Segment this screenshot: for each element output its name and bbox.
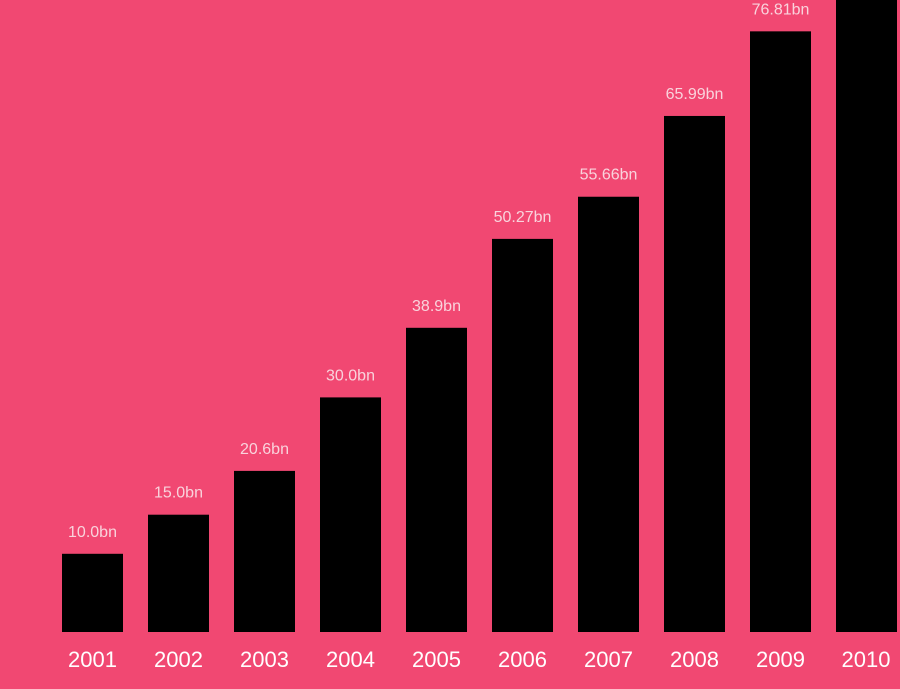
data-label-2004: 30.0bn bbox=[326, 367, 375, 384]
data-label-2009: 76.81bn bbox=[752, 1, 810, 18]
bar-2008 bbox=[664, 115, 725, 633]
data-label-2002: 15.0bn bbox=[154, 485, 203, 502]
x-tick-label-2003: 2003 bbox=[240, 647, 289, 672]
bar-2004 bbox=[320, 397, 381, 632]
data-label-2005: 38.9bn bbox=[412, 298, 461, 315]
data-label-2008: 65.99bn bbox=[666, 86, 724, 103]
x-tick-label-2008: 2008 bbox=[670, 647, 719, 672]
bar-2005 bbox=[406, 327, 467, 632]
x-tick-label-2005: 2005 bbox=[412, 647, 461, 672]
data-label-2006: 50.27bn bbox=[494, 209, 552, 226]
data-label-2003: 20.6bn bbox=[240, 441, 289, 458]
bar-2002 bbox=[148, 514, 209, 632]
x-tick-label-2010: 2010 bbox=[842, 647, 891, 672]
x-tick-label-2006: 2006 bbox=[498, 647, 547, 672]
x-tick-label-2009: 2009 bbox=[756, 647, 805, 672]
bar-2010 bbox=[836, 0, 897, 632]
data-label-2007: 55.66bn bbox=[580, 167, 638, 184]
x-tick-label-2007: 2007 bbox=[584, 647, 633, 672]
data-label-2001: 10.0bn bbox=[68, 524, 117, 541]
bar-2009 bbox=[750, 31, 811, 632]
bar-2001 bbox=[62, 553, 123, 632]
bar-2007 bbox=[578, 196, 639, 632]
x-tick-label-2002: 2002 bbox=[154, 647, 203, 672]
bar-2003 bbox=[234, 470, 295, 632]
bar-2006 bbox=[492, 238, 553, 632]
x-tick-label-2001: 2001 bbox=[68, 647, 117, 672]
x-tick-label-2004: 2004 bbox=[326, 647, 375, 672]
